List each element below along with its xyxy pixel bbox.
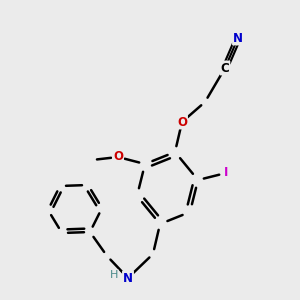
Text: H: H [110, 270, 118, 280]
Text: N: N [123, 272, 133, 284]
Text: C: C [220, 61, 230, 74]
Text: N: N [233, 32, 243, 44]
Text: O: O [177, 116, 187, 128]
Text: I: I [224, 167, 228, 179]
Text: O: O [113, 151, 123, 164]
